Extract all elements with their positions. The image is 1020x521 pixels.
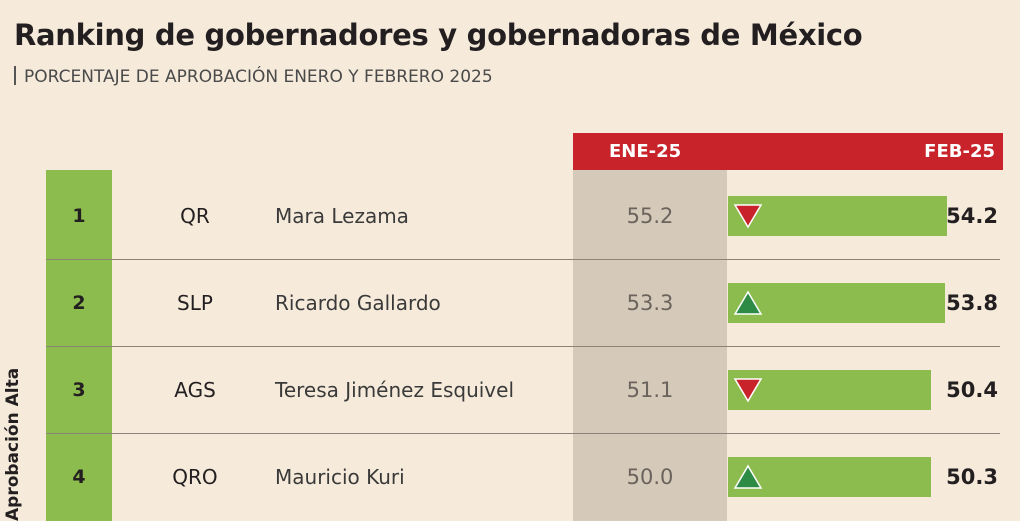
feb-bar xyxy=(728,196,947,236)
rank-number: 3 xyxy=(72,378,86,401)
column-header-ene: ENE-25 xyxy=(609,141,682,162)
feb-bar xyxy=(728,283,945,323)
row-separator xyxy=(46,433,1000,434)
table-row: 1 QR Mara Lezama 55.2 54.2 xyxy=(0,172,1020,259)
feb-bar xyxy=(728,370,931,410)
trend-down-icon xyxy=(733,204,763,229)
ene-value: 53.3 xyxy=(626,290,674,315)
trend-up-icon xyxy=(733,290,763,315)
table-row: 4 QRO Mauricio Kuri 50.0 50.3 xyxy=(0,433,1020,520)
chart-title: Ranking de gobernadores y gobernadoras d… xyxy=(14,18,863,52)
rank-number: 2 xyxy=(72,291,86,314)
rank-column-background xyxy=(46,170,112,521)
feb-value: 50.3 xyxy=(946,464,998,489)
ene-value: 50.0 xyxy=(626,464,674,489)
ene-value: 51.1 xyxy=(626,377,674,402)
governor-name: Teresa Jiménez Esquivel xyxy=(275,377,515,402)
feb-bar xyxy=(728,457,931,497)
subtitle-divider xyxy=(14,66,16,85)
table-row: 2 SLP Ricardo Gallardo 53.3 53.8 xyxy=(0,259,1020,346)
governor-name: Ricardo Gallardo xyxy=(275,290,441,315)
row-separator xyxy=(46,346,1000,347)
trend-up-icon xyxy=(733,464,763,489)
state-abbreviation: QRO xyxy=(172,464,218,489)
chart-subtitle: PORCENTAJE DE APROBACIÓN ENERO Y FEBRERO… xyxy=(14,66,493,87)
feb-value: 50.4 xyxy=(946,377,998,402)
subtitle-text: PORCENTAJE DE APROBACIÓN ENERO Y FEBRERO… xyxy=(24,67,493,87)
rank-number: 4 xyxy=(72,465,86,488)
state-abbreviation: AGS xyxy=(174,377,216,402)
trend-down-icon xyxy=(733,378,763,403)
feb-value: 53.8 xyxy=(946,290,998,315)
ene-value: 55.2 xyxy=(626,203,674,228)
governor-name: Mara Lezama xyxy=(275,203,409,228)
column-header-feb: FEB-25 xyxy=(924,141,995,162)
ene-column-background xyxy=(573,170,727,521)
state-abbreviation: QR xyxy=(180,203,210,228)
rank-number: 1 xyxy=(72,204,86,227)
column-header-bar: ENE-25 FEB-25 xyxy=(573,133,1003,170)
governor-name: Mauricio Kuri xyxy=(275,464,405,489)
state-abbreviation: SLP xyxy=(177,290,213,315)
table-row: 3 AGS Teresa Jiménez Esquivel 51.1 50.4 xyxy=(0,346,1020,433)
feb-value: 54.2 xyxy=(946,203,998,228)
row-separator xyxy=(46,259,1000,260)
